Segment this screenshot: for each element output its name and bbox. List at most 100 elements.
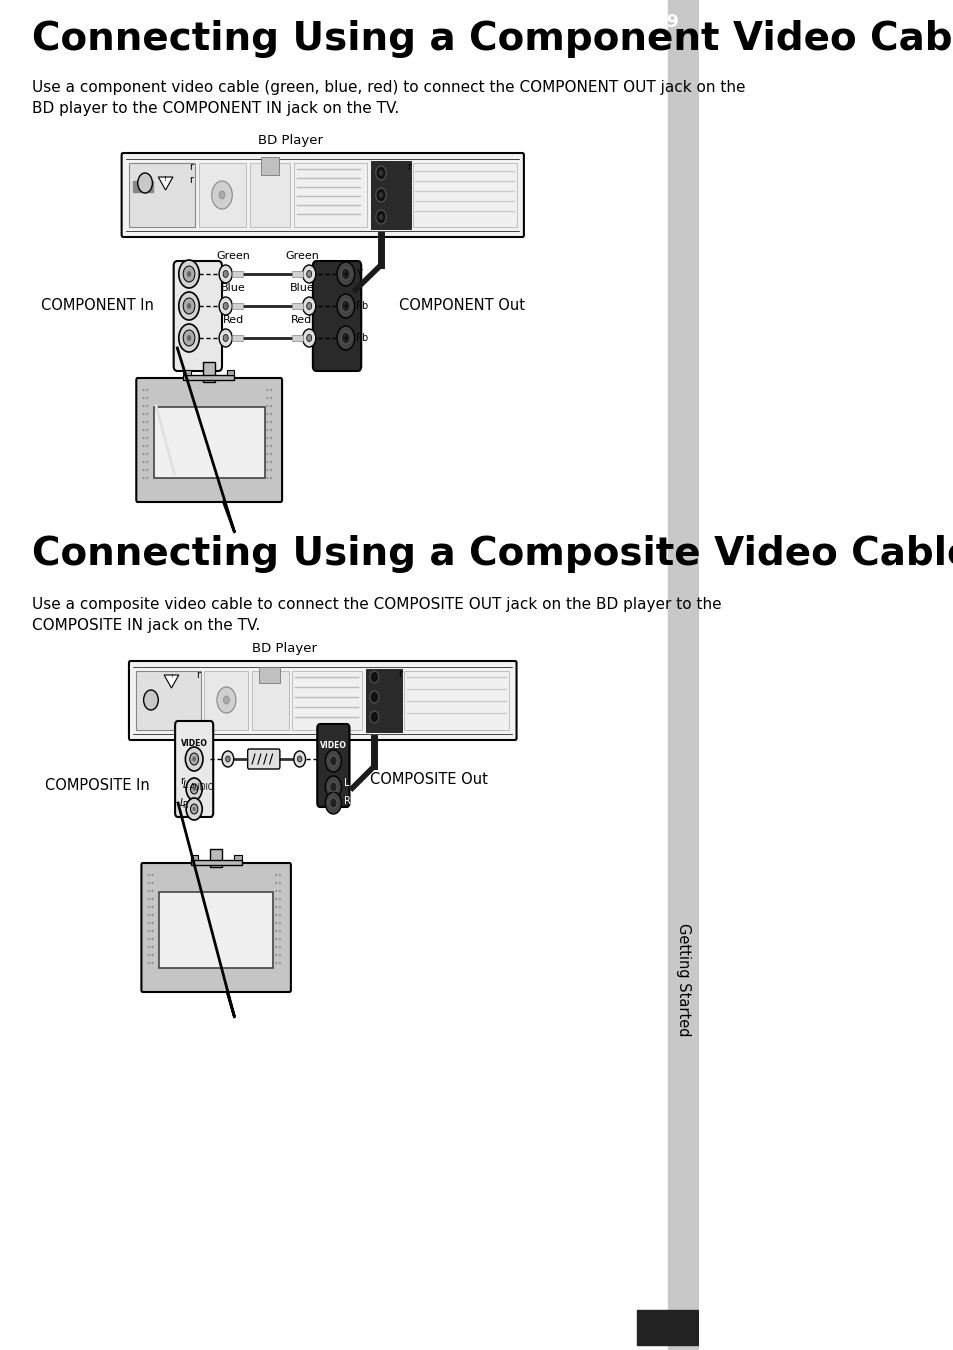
Circle shape [191,805,197,814]
Circle shape [270,397,272,400]
Polygon shape [164,675,178,688]
Circle shape [297,756,301,761]
Text: Connecting Using a Component Video Cable: Connecting Using a Component Video Cable [32,20,953,58]
Circle shape [344,336,347,340]
Bar [227,370,234,375]
Text: Connecting Using a Composite Video Cable: Connecting Using a Composite Video Cable [32,535,953,572]
Circle shape [143,460,144,463]
Circle shape [137,173,152,193]
Circle shape [275,898,276,900]
Circle shape [148,946,150,948]
Circle shape [152,873,153,876]
Bar [371,161,411,230]
Circle shape [275,890,276,892]
Circle shape [148,890,150,892]
Circle shape [219,265,232,284]
Circle shape [216,687,235,713]
Bar [153,406,264,478]
Text: Blue: Blue [220,284,245,293]
Circle shape [219,297,232,315]
Text: BD Player: BD Player [252,643,316,655]
Circle shape [187,271,191,277]
Circle shape [270,437,272,439]
Circle shape [146,460,148,463]
Circle shape [275,922,276,925]
Circle shape [278,890,280,892]
Text: COMPONENT In: COMPONENT In [41,298,153,313]
Circle shape [148,906,150,909]
Circle shape [344,304,347,308]
Circle shape [325,751,341,772]
Circle shape [148,938,150,940]
Circle shape [375,166,386,180]
Circle shape [266,460,268,463]
Circle shape [146,413,148,416]
Circle shape [178,261,199,288]
FancyBboxPatch shape [248,749,279,770]
Circle shape [143,429,144,431]
Circle shape [275,873,276,876]
Text: L: L [182,780,188,790]
Circle shape [152,930,153,933]
Circle shape [330,798,336,809]
Polygon shape [158,177,172,190]
Circle shape [370,671,378,683]
Circle shape [270,477,272,479]
Circle shape [278,873,280,876]
Bar [204,671,248,730]
Bar [252,671,289,730]
Circle shape [146,477,148,479]
Circle shape [278,882,280,884]
Circle shape [183,298,194,315]
FancyBboxPatch shape [141,863,291,992]
Circle shape [275,906,276,909]
Circle shape [146,405,148,408]
Text: Green: Green [285,251,318,261]
Text: !: ! [170,675,172,679]
FancyBboxPatch shape [313,261,361,371]
Circle shape [143,444,144,447]
Circle shape [193,756,195,761]
Circle shape [270,460,272,463]
Circle shape [278,961,280,964]
Circle shape [152,954,153,956]
Circle shape [193,787,195,791]
Text: Red: Red [291,315,313,325]
Circle shape [178,292,199,320]
Text: !: ! [164,176,167,182]
Circle shape [266,397,268,400]
Circle shape [223,302,228,309]
Circle shape [148,954,150,956]
Bar [136,671,200,730]
Bar [129,163,194,227]
Circle shape [266,413,268,416]
Circle shape [152,938,153,940]
Circle shape [148,930,150,933]
Circle shape [270,421,272,423]
Circle shape [278,906,280,909]
Text: Pb: Pb [355,333,368,343]
Text: 19: 19 [655,14,679,31]
Circle shape [226,756,230,761]
FancyBboxPatch shape [136,378,282,502]
Circle shape [336,262,355,286]
Bar [159,892,273,968]
Circle shape [148,922,150,925]
FancyBboxPatch shape [175,721,213,817]
Circle shape [336,325,355,350]
Circle shape [152,922,153,925]
Circle shape [306,270,312,278]
Circle shape [266,477,268,479]
Circle shape [146,429,148,431]
Circle shape [143,437,144,439]
Circle shape [219,329,232,347]
Bar [132,185,153,188]
Bar [203,362,214,382]
Bar [132,189,153,192]
Circle shape [270,413,272,416]
Circle shape [275,914,276,917]
Circle shape [146,468,148,471]
Circle shape [178,324,199,352]
Circle shape [341,269,350,279]
Circle shape [186,778,202,801]
